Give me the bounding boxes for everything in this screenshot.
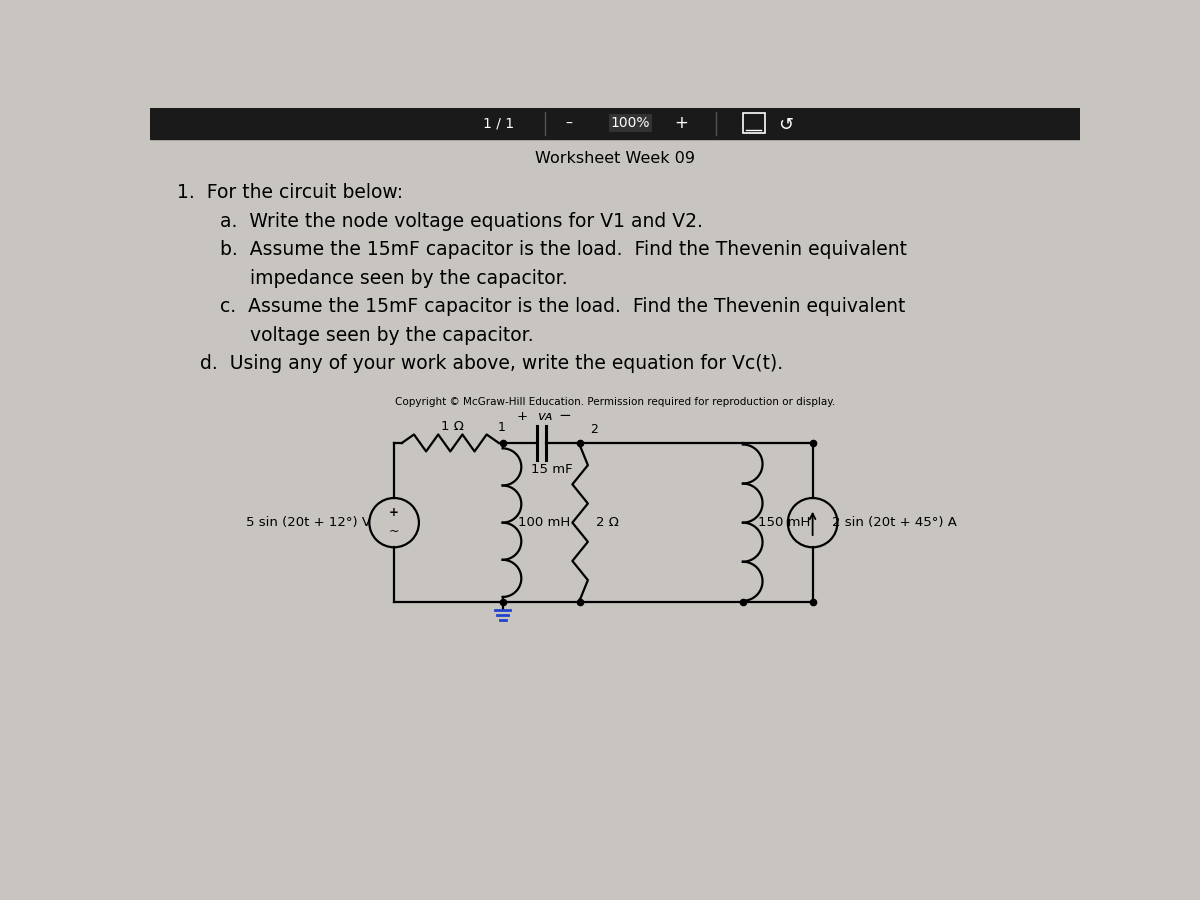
- Text: 1: 1: [498, 421, 505, 434]
- Text: 100 mH: 100 mH: [518, 516, 570, 529]
- Text: voltage seen by the capacitor.: voltage seen by the capacitor.: [220, 326, 533, 345]
- Text: ~: ~: [389, 525, 400, 537]
- Text: 2: 2: [590, 423, 598, 436]
- Text: 1 Ω: 1 Ω: [440, 419, 463, 433]
- Text: –: –: [565, 116, 572, 130]
- Text: impedance seen by the capacitor.: impedance seen by the capacitor.: [220, 269, 568, 288]
- Text: ↺: ↺: [778, 116, 793, 134]
- Text: Worksheet Week 09: Worksheet Week 09: [535, 150, 695, 166]
- Text: +: +: [516, 410, 528, 422]
- Text: 1.  For the circuit below:: 1. For the circuit below:: [178, 184, 403, 202]
- Text: a.  Write the node voltage equations for V1 and V2.: a. Write the node voltage equations for …: [220, 212, 703, 230]
- Text: −: −: [558, 409, 571, 424]
- Text: 150 mH: 150 mH: [758, 516, 811, 529]
- Text: 1 / 1: 1 / 1: [484, 116, 515, 130]
- Text: c.  Assume the 15mF capacitor is the load.  Find the Thevenin equivalent: c. Assume the 15mF capacitor is the load…: [220, 297, 905, 316]
- Text: vᴀ: vᴀ: [536, 410, 552, 422]
- Text: b.  Assume the 15mF capacitor is the load.  Find the Thevenin equivalent: b. Assume the 15mF capacitor is the load…: [220, 240, 907, 259]
- Text: d.  Using any of your work above, write the equation for Vc(t).: d. Using any of your work above, write t…: [200, 354, 784, 373]
- Bar: [743, 113, 764, 133]
- Text: +: +: [674, 114, 688, 132]
- Text: Copyright © McGraw-Hill Education. Permission required for reproduction or displ: Copyright © McGraw-Hill Education. Permi…: [395, 397, 835, 407]
- Text: 2 Ω: 2 Ω: [595, 516, 618, 529]
- Text: 100%: 100%: [611, 116, 650, 130]
- Text: 5 sin (20t + 12°) V: 5 sin (20t + 12°) V: [246, 516, 371, 529]
- Text: +: +: [389, 506, 400, 519]
- Bar: [150, 108, 1080, 139]
- Text: 2 sin (20t + 45°) A: 2 sin (20t + 45°) A: [832, 516, 956, 529]
- Text: 15 mF: 15 mF: [530, 464, 572, 476]
